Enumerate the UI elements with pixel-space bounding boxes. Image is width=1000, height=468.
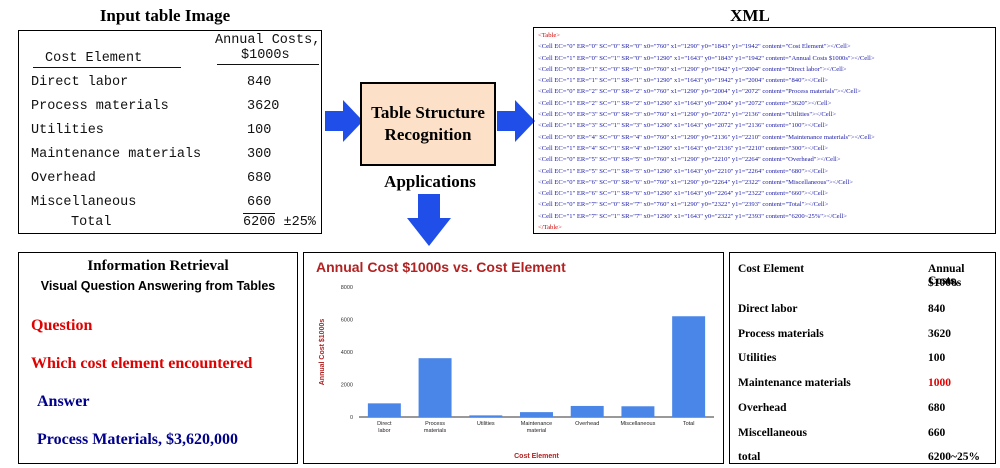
- qa-title: Information Retrieval: [87, 258, 229, 274]
- scan-row-value: 300: [247, 147, 272, 162]
- question-text: Which cost element encountered: [31, 355, 253, 372]
- bar: [367, 403, 401, 417]
- answer-text: Process Materials, $3,620,000: [37, 431, 238, 448]
- result-row-value: 840: [928, 303, 946, 315]
- x-tick-label: Overhead: [575, 421, 599, 427]
- xml-line: <Cell EC="0" ER="6" SC="0" SR="6" x0="76…: [538, 178, 853, 186]
- chart-box: Annual Cost $1000s vs. Cost Element 0 200…: [303, 252, 724, 464]
- arrow-right-icon: [497, 100, 535, 142]
- tsr-line-1: Table Structure: [371, 103, 485, 122]
- scan-header-right-2: $1000s: [241, 48, 290, 63]
- x-axis-label: Cost Element: [514, 453, 559, 460]
- xml-line: <Cell EC="1" ER="3" SC="1" SR="3" x0="12…: [538, 122, 829, 130]
- result-header-right-1: Annual Costs,: [928, 263, 965, 287]
- xml-line: <Cell EC="0" ER="5" SC="0" SR="5" x0="76…: [538, 156, 841, 164]
- xml-line: <Cell EC="1" ER="2" SC="1" SR="2" x0="12…: [538, 99, 832, 107]
- result-table: Cost Element Annual Costs, $1000s Direct…: [729, 252, 996, 464]
- bar: [621, 406, 655, 417]
- information-retrieval-box: Information Retrieval Visual Question An…: [18, 252, 298, 464]
- result-header-left: Cost Element: [738, 263, 805, 275]
- xml-line: <Cell EC="1" ER="4" SC="1" SR="4" x0="12…: [538, 144, 829, 152]
- result-row-label: Miscellaneous: [738, 427, 807, 439]
- xml-line: </Table>: [538, 224, 562, 232]
- scan-total-underline: [243, 213, 275, 214]
- result-row-value: 100: [928, 352, 946, 364]
- scan-row-label: Utilities: [31, 123, 104, 138]
- scan-row-value: 3620: [247, 99, 280, 114]
- y-tick-label: 0: [350, 415, 353, 421]
- xml-line: <Cell EC="1" ER="7" SC="1" SR="7" x0="12…: [538, 212, 847, 220]
- input-table-image: Annual Costs, $1000s Cost Element Direct…: [18, 30, 322, 234]
- x-tick-label: Total: [683, 421, 695, 427]
- xml-line: <Cell EC="1" ER="0" SC="1" SR="0" x0="12…: [538, 54, 875, 62]
- xml-line: <Cell EC="0" ER="4" SC="0" SR="4" x0="76…: [538, 133, 875, 141]
- arrow-right-icon: [325, 100, 363, 142]
- scan-row-label: Process materials: [31, 99, 169, 114]
- result-row-value: 680: [928, 402, 946, 414]
- result-row-label: Direct labor: [738, 303, 798, 315]
- applications-title: Applications: [384, 172, 476, 191]
- xml-line: <Cell EC="1" ER="5" SC="1" SR="5" x0="12…: [538, 167, 829, 175]
- x-tick-label: Miscellaneous: [620, 421, 655, 427]
- bar: [418, 358, 452, 417]
- arrow-down-icon: [407, 194, 451, 246]
- result-header-right-2: $1000s: [928, 277, 962, 289]
- bar: [570, 405, 604, 417]
- input-title: Input table Image: [99, 6, 231, 25]
- xml-output-box: <Table> <Cell EC="0" ER="0" SC="0" SR="0"…: [533, 27, 996, 234]
- scan-row-value: 840: [247, 75, 272, 90]
- scan-row-label: Direct labor: [31, 75, 129, 90]
- result-row-label: total: [738, 451, 761, 463]
- result-row-label: Overhead: [738, 402, 787, 414]
- scan-header-underline-left: [33, 67, 181, 68]
- y-tick-label: 4000: [341, 350, 353, 356]
- scan-row-label: Miscellaneous: [31, 195, 137, 210]
- chart-title: Annual Cost $1000s vs. Cost Element: [316, 259, 566, 275]
- scan-row-value: 660: [247, 195, 272, 210]
- result-row-label: Process materials: [738, 328, 824, 340]
- question-label: Question: [31, 317, 93, 334]
- result-row-value: 1000: [928, 377, 951, 389]
- scan-row-label: Maintenance materials: [31, 147, 202, 162]
- y-axis-label: Annual Cost $1000s: [319, 319, 326, 386]
- bar-chart: 0 2000 4000 6000 8000 Annual Cost $1000s Cost …: [319, 285, 714, 460]
- tsr-line-2: Recognition: [384, 125, 472, 144]
- scan-header-underline-right: [217, 64, 319, 65]
- scan-header-left: Cost Element: [45, 51, 143, 66]
- y-tick-label: 8000: [341, 285, 353, 291]
- x-tick-label: Direct labor: [377, 421, 392, 434]
- result-row-label: Utilities: [738, 352, 777, 364]
- scan-row-value: 6200 ±25%: [243, 215, 316, 230]
- bar: [520, 412, 553, 417]
- result-row-value: 660: [928, 427, 946, 439]
- xml-line: <Cell EC="1" ER="6" SC="1" SR="6" x0="12…: [538, 190, 829, 198]
- result-row-label: Maintenance materials: [738, 377, 851, 389]
- y-tick-label: 6000: [341, 318, 353, 324]
- y-tick-label: 2000: [341, 383, 353, 389]
- bar: [672, 316, 706, 417]
- answer-label: Answer: [37, 393, 90, 410]
- result-row-value: 6200~25%: [928, 451, 980, 463]
- x-tick-label: Utilities: [477, 421, 495, 427]
- scan-row-label: Total: [71, 215, 112, 230]
- xml-line: <Cell EC="0" ER="3" SC="0" SR="3" x0="76…: [538, 111, 837, 119]
- bar: [469, 415, 503, 417]
- table-structure-recognition-box: Table Structure Recognition: [360, 82, 496, 166]
- scan-header-right-1: Annual Costs,: [215, 33, 321, 48]
- xml-line: <Table>: [538, 32, 560, 39]
- xml-line: <Cell EC="0" ER="7" SC="0" SR="7" x0="76…: [538, 201, 829, 209]
- xml-title: XML: [730, 6, 770, 25]
- xml-line: <Cell EC="0" ER="0" SC="0" SR="0" x0="76…: [538, 43, 851, 51]
- qa-subtitle: Visual Question Answering from Tables: [40, 279, 276, 293]
- x-tick-label: Maintenance material: [521, 421, 553, 434]
- xml-line: <Cell EC="1" ER="1" SC="1" SR="1" x0="12…: [538, 77, 829, 85]
- xml-line: <Cell EC="0" ER="2" SC="0" SR="2" x0="76…: [538, 88, 861, 96]
- scan-row-label: Overhead: [31, 171, 96, 186]
- x-tick-label: Process materials: [424, 421, 447, 434]
- scan-row-value: 100: [247, 123, 272, 138]
- scan-row-value: 680: [247, 171, 272, 186]
- result-row-value: 3620: [928, 328, 951, 340]
- xml-line: <Cell EC="0" ER="1" SC="0" SR="1" x0="76…: [538, 65, 847, 73]
